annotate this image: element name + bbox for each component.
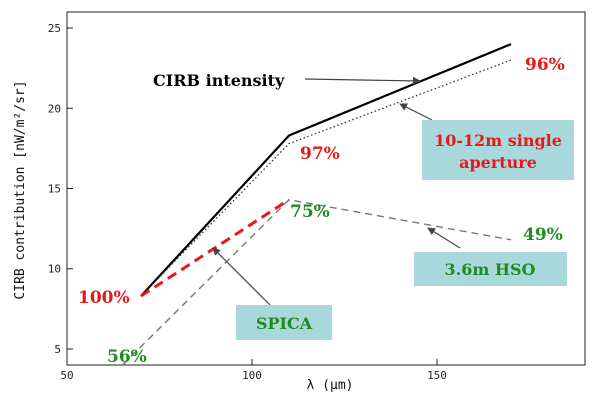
arrow-spica (212, 247, 271, 306)
x-axis-label: λ (μm) (307, 378, 354, 393)
y-tick-label: 5 (54, 343, 61, 356)
single-aperture-box (422, 120, 574, 180)
y-tick-label: 20 (48, 102, 61, 115)
pct-label-96: 96% (525, 55, 565, 75)
annotation-texts: CIRB intensity 10-12m single aperture 3.… (153, 71, 562, 333)
arrow-cirb-intensity (304, 76, 421, 85)
annotation-spica: SPICA (256, 314, 313, 333)
x-tick-label: 50 (60, 369, 73, 382)
y-tick-label: 25 (48, 22, 61, 35)
pct-label-97: 97% (300, 144, 340, 164)
series-line-3 (122, 198, 512, 366)
annotation-single-aperture-line2: aperture (459, 153, 537, 172)
y-tick-label: 15 (48, 183, 61, 196)
y-axis-label: CIRB contribution [nW/m²/sr] (13, 80, 28, 299)
percent-labels: 100% 97% 96% 56% 75% 49% (78, 55, 565, 367)
x-tick-label: 150 (427, 369, 447, 382)
axis-ticks: 50 100 150 5 10 15 20 25 (48, 22, 447, 382)
annotation-hso: 3.6m HSO (445, 260, 536, 279)
series-line-0 (140, 43, 512, 297)
hso-box (414, 252, 567, 286)
spica-box (236, 305, 332, 340)
arrows (212, 76, 461, 306)
pct-label-56: 56% (107, 347, 147, 367)
y-tick-label: 10 (48, 263, 61, 276)
annotation-single-aperture-line1: 10-12m single (434, 131, 562, 150)
pct-label-75: 75% (290, 202, 330, 222)
x-tick-label: 100 (242, 369, 262, 382)
annotation-boxes (236, 120, 574, 340)
pct-label-49: 49% (523, 225, 563, 245)
annotation-cirb-intensity: CIRB intensity (153, 71, 285, 90)
pct-label-100: 100% (78, 288, 130, 308)
arrow-hso (427, 227, 461, 249)
arrow-single-aperture (399, 103, 433, 121)
series-line-1 (140, 59, 512, 297)
